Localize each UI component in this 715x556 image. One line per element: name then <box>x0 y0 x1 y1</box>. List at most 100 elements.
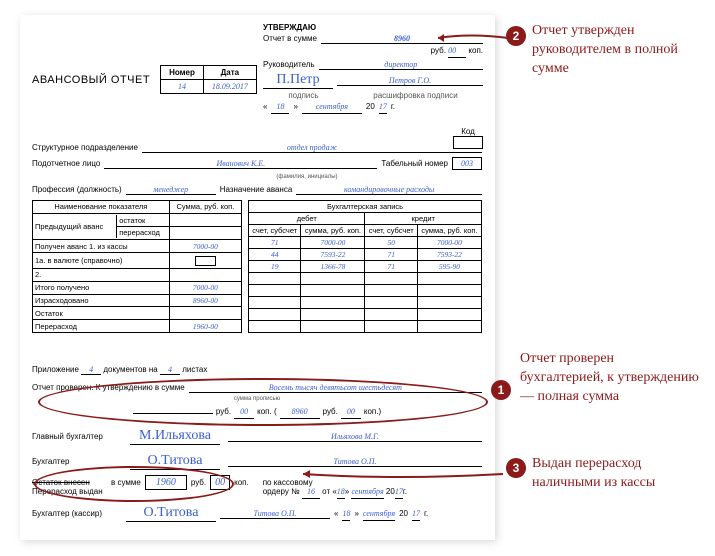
sum-label: Отчет в сумме <box>263 34 317 43</box>
person-value: Иванович К.Е. <box>104 159 377 169</box>
rt-cs-h: сумма, руб. коп. <box>417 225 481 237</box>
kod-label: Код <box>453 127 483 136</box>
kassir-name: Титова О.П. <box>220 509 330 519</box>
tables-area: Наименование показателяСумма, руб. коп. … <box>32 200 482 333</box>
appr-month: сентября <box>302 102 362 114</box>
approved-sum: 8960 <box>321 34 483 44</box>
prilog-label: Приложение <box>32 365 79 374</box>
glbuh-name: Ильяхова М.Г. <box>228 432 482 442</box>
glbuh-sign: М.Ильяхова <box>130 428 220 445</box>
check-label: Отчет проверен. К утверждению в сумме <box>32 383 185 392</box>
lt-r6: Остаток <box>33 307 170 320</box>
buh-name: Титова О.П. <box>228 457 482 467</box>
rt-2-cs: 595-90 <box>417 261 481 273</box>
approval-block: УТВЕРЖДАЮ Отчет в сумме 8960 руб. 00 коп… <box>263 23 483 116</box>
bmonth: сентября <box>351 487 383 499</box>
approve-title: УТВЕРЖДАЮ <box>263 23 316 32</box>
rt-2-ds: 1366-78 <box>301 261 365 273</box>
expense-report-form: УТВЕРЖДАЮ Отчет в сумме 8960 руб. 00 коп… <box>20 15 495 540</box>
g-label: г. <box>391 102 395 111</box>
order-label: ордеру № <box>263 487 300 496</box>
struct-label: Структурное подразделение <box>32 143 138 152</box>
buh-label: Бухгалтер <box>32 457 122 466</box>
raq: » <box>345 487 349 496</box>
kop-label: коп. <box>468 46 483 55</box>
kassir-label: Бухгалтер (кассир) <box>32 509 122 518</box>
lt-h2: Сумма, руб. коп. <box>169 201 241 214</box>
rt-debit: дебет <box>249 213 365 225</box>
rt-0-cs: 7000-00 <box>417 237 481 249</box>
prof-value: менеджер <box>126 185 216 195</box>
chk-num: 8960 <box>280 407 320 419</box>
fio-hint: (фамилия, инициалы) <box>132 174 482 180</box>
tab-label: Табельный номер <box>381 159 448 168</box>
rt-title: Бухгалтерская запись <box>249 201 482 213</box>
indicators-table: Наименование показателяСумма, руб. коп. … <box>32 200 242 333</box>
purpose-label: Назначение аванса <box>220 185 293 194</box>
rt-1-ds: 7593-22 <box>301 249 365 261</box>
prof-label: Профессия (должность) <box>32 185 122 194</box>
rt-da-h: счет, субсчет <box>249 225 301 237</box>
rt-1-ca: 71 <box>365 249 417 261</box>
pererashod-label: Перерасход выдан <box>32 487 107 496</box>
chk-rub: руб. <box>216 407 231 416</box>
lt-r7v: 1960-00 <box>169 320 241 333</box>
bg: г. <box>403 487 407 496</box>
badge-1: 1 <box>491 380 511 400</box>
lt-r1v: 7000-00 <box>169 240 241 253</box>
lt-r4: Итого получено <box>33 281 170 294</box>
lt-h1: Наименование показателя <box>33 201 170 214</box>
chk-kop2: коп.) <box>364 407 381 416</box>
accounting-table: Бухгалтерская запись дебеткредит счет, с… <box>248 200 482 333</box>
glbuh-label: Главный бухгалтер <box>32 432 122 441</box>
lt-r5v: 8960-00 <box>169 294 241 307</box>
lt-r2: 1а. в валюте (справочно) <box>33 253 170 269</box>
num-header: Номер <box>161 66 204 80</box>
bkop: 00 <box>210 475 230 490</box>
prof-section: Профессия (должность) менеджер Назначени… <box>32 185 482 195</box>
brub: руб. <box>191 478 206 487</box>
rt-0-ds: 7000-00 <box>301 237 365 249</box>
buh-sign: О.Титова <box>130 453 220 470</box>
chk-rub2: руб. <box>323 407 338 416</box>
lt-prev: Предыдущий аванс <box>33 215 117 238</box>
byy: 17 <box>395 487 403 499</box>
doc-number: 14 <box>161 80 204 94</box>
order-n: 16 <box>302 487 320 499</box>
person-label: Подотчетное лицо <box>32 159 100 168</box>
annotation-2: Отчет утвержден руководителем в полной с… <box>532 22 702 79</box>
rt-2-ca: 71 <box>365 261 417 273</box>
po-label: по кассовому <box>263 478 407 487</box>
rt-ca-h: счет, субсчет <box>365 225 417 237</box>
date-header: Дата <box>203 66 256 80</box>
rt-1-cs: 7593-22 <box>417 249 481 261</box>
org-section: Структурное подразделение отдел продаж П… <box>32 143 482 180</box>
check-section: Отчет проверен. К утверждению в сумме Во… <box>32 383 482 422</box>
rt-0-ca: 50 <box>365 237 417 249</box>
bd: 18 <box>337 487 345 499</box>
chk-kop: коп. ( <box>257 407 276 416</box>
title-block: АВАНСОВЫЙ ОТЧЕТ НомерДата 1418.09.2017 <box>32 65 257 94</box>
lt-r4v: 7000-00 <box>169 281 241 294</box>
bsum: 1960 <box>145 475 187 490</box>
appr-day: 18 <box>271 102 289 114</box>
rt-credit: кредит <box>365 213 482 225</box>
kop-val: 00 <box>448 46 466 58</box>
d2m: сентября <box>363 509 395 521</box>
struct-value: отдел продаж <box>142 143 482 153</box>
prilog-n2: 4 <box>160 365 180 375</box>
prilog-mid: документов на <box>103 365 157 374</box>
chk-kopv: 00 <box>234 407 254 419</box>
rub-label: руб. <box>431 46 446 55</box>
annotation-3: Выдан перерасход наличными из кассы <box>532 455 707 493</box>
signatures: Главный бухгалтер М.Ильяхова Ильяхова М.… <box>32 428 482 478</box>
bkopl: коп. <box>234 478 249 487</box>
head-position: директор <box>319 60 483 70</box>
lt-r7: Перерасход <box>33 320 170 333</box>
lt-per: перерасход <box>117 227 169 239</box>
badge-3: 3 <box>506 458 526 478</box>
tab-value: 003 <box>452 157 482 170</box>
lt-r5: Израсходовано <box>33 294 170 307</box>
prilog-n1: 4 <box>81 365 101 375</box>
d2d: 18 <box>342 509 350 521</box>
